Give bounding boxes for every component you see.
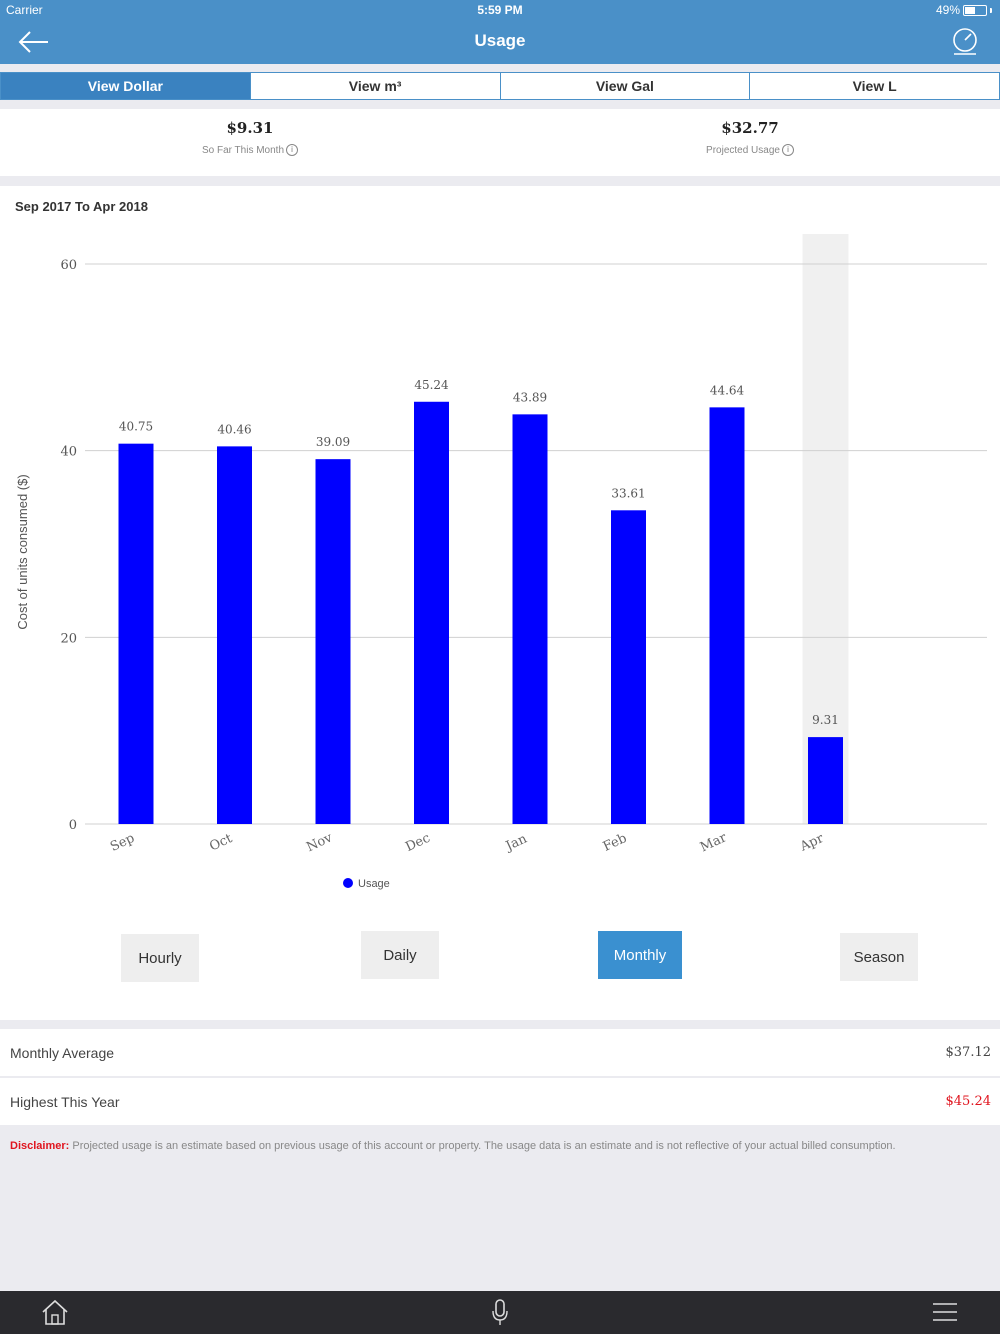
- bar: [315, 459, 351, 824]
- bar: [118, 443, 154, 824]
- disclaimer-text: Projected usage is an estimate based on …: [69, 1140, 896, 1152]
- home-icon[interactable]: [40, 1297, 70, 1327]
- microphone-icon[interactable]: [485, 1297, 515, 1327]
- usage-bar-chart: 0 20 40 60 Cost of units consumed ($) 40.75 Se…: [15, 234, 987, 890]
- menu-icon[interactable]: [930, 1297, 960, 1327]
- disclaimer: Disclaimer: Projected usage is an estima…: [10, 1139, 990, 1154]
- page-title: Usage: [474, 31, 526, 50]
- so-far-block: $9.31 So Far This Month i: [100, 119, 400, 156]
- tab-view-l[interactable]: View L: [750, 72, 1000, 100]
- tab-view-gal[interactable]: View Gal: [500, 72, 751, 100]
- bar-value-label: 33.61: [611, 486, 645, 500]
- bar-value-label: 40.75: [119, 420, 153, 434]
- monthly-average-label: Monthly Average: [10, 1045, 115, 1061]
- season-button[interactable]: Season: [840, 933, 918, 981]
- highest-this-year-label: Highest This Year: [10, 1094, 120, 1110]
- projected-label: Projected Usage: [706, 144, 780, 156]
- x-tick-label: Mar: [698, 830, 730, 855]
- projected-amount: $32.77: [721, 119, 779, 137]
- bar: [217, 446, 252, 824]
- tab-view-dollar[interactable]: View Dollar: [0, 72, 251, 100]
- chart-card: Sep 2017 To Apr 2018 0 20 40 60 Cost of unit…: [0, 186, 1000, 1020]
- so-far-amount: $9.31: [226, 119, 274, 137]
- bar: [709, 407, 745, 824]
- hourly-button[interactable]: Hourly: [121, 934, 199, 982]
- x-tick-label: Jan: [502, 831, 530, 855]
- chart-date-range: Sep 2017 To Apr 2018: [15, 199, 148, 214]
- unit-tabs: View Dollar View m³ View Gal View L: [0, 72, 1000, 100]
- bottom-tab-bar: [0, 1291, 1000, 1334]
- usage-summary: $9.31 So Far This Month i $32.77 Projecte…: [0, 109, 1000, 176]
- bar-value-label: 45.24: [414, 378, 449, 392]
- monthly-average-row: Monthly Average $37.12: [0, 1029, 1000, 1076]
- x-tick-label: Oct: [207, 831, 235, 855]
- info-icon[interactable]: i: [286, 144, 299, 156]
- carrier-label: Carrier: [6, 3, 43, 17]
- daily-button[interactable]: Daily: [361, 931, 439, 979]
- bar: [512, 414, 548, 824]
- bar: [808, 737, 843, 824]
- clock: 5:59 PM: [477, 3, 523, 17]
- bar: [611, 510, 646, 824]
- bar: [414, 401, 449, 824]
- disclaimer-heading: Disclaimer:: [10, 1140, 70, 1152]
- bar-value-label: 43.89: [513, 390, 547, 404]
- y-tick-label: 60: [60, 258, 77, 273]
- x-tick-label: Dec: [403, 831, 432, 855]
- highest-this-year-row: Highest This Year $45.24: [0, 1078, 1000, 1125]
- y-tick-label: 0: [69, 818, 77, 833]
- highlight-column: [802, 234, 849, 824]
- bar-value-label: 44.64: [710, 383, 745, 397]
- x-tick-label: Apr: [797, 831, 827, 855]
- bar-value-label: 40.46: [217, 422, 251, 436]
- info-icon[interactable]: i: [781, 144, 794, 156]
- tab-view-m3[interactable]: View m³: [250, 72, 501, 100]
- battery-icon: [963, 4, 987, 16]
- monthly-button[interactable]: Monthly: [598, 931, 682, 979]
- legend-label: Usage: [358, 878, 390, 890]
- bar-value-label: 39.09: [316, 435, 350, 449]
- bar-value-label: 9.31: [812, 713, 839, 727]
- projected-block: $32.77 Projected Usage i: [600, 119, 900, 156]
- status-bar: Carrier 5:59 PM 49%: [0, 0, 1000, 20]
- so-far-label: So Far This Month: [201, 144, 285, 156]
- y-tick-label: 20: [60, 631, 77, 646]
- x-tick-label: Sep: [108, 831, 137, 855]
- monthly-average-value: $37.12: [945, 1045, 992, 1060]
- x-tick-label: Feb: [601, 831, 629, 855]
- y-tick-label: 40: [60, 445, 77, 460]
- battery-indicator: 49%: [936, 3, 992, 17]
- nav-bar: Usage: [0, 20, 1000, 64]
- x-tick-label: Nov: [304, 830, 335, 855]
- highest-this-year-value: $45.24: [945, 1094, 992, 1109]
- meter-gauge-icon[interactable]: [950, 26, 980, 56]
- y-axis-label: Cost of units consumed ($): [15, 474, 30, 629]
- legend-marker: [343, 878, 353, 888]
- battery-percent: 49%: [935, 3, 960, 17]
- back-arrow-icon[interactable]: [16, 28, 52, 56]
